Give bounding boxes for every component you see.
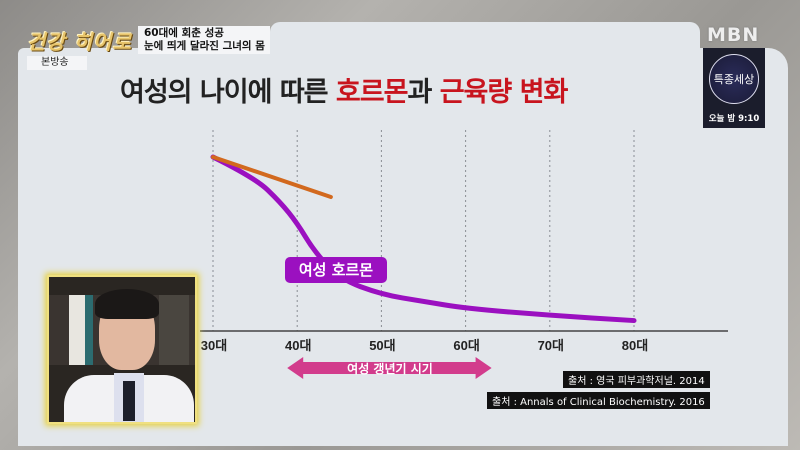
- headline-caption: 60대에 회춘 성공 눈에 띄게 달라진 그녀의 몸: [138, 26, 270, 54]
- headline-line2: 눈에 띄게 달라진 그녀의 몸: [144, 40, 265, 52]
- channel-logo: MBN: [707, 24, 760, 46]
- x-tick-label: 50대: [369, 338, 395, 353]
- book: [85, 295, 93, 365]
- promo-box: 특종세상 오늘 밤 9:10: [703, 48, 765, 128]
- replay-badge: 본방송: [27, 56, 87, 70]
- show-logo: 건강 히어로: [27, 30, 132, 54]
- x-tick-label: 30대: [201, 338, 227, 353]
- book: [69, 295, 85, 365]
- headline-line1: 60대에 회춘 성공: [144, 27, 224, 39]
- guest-video-inset: [47, 275, 197, 424]
- promo-title: 특종세상: [713, 73, 755, 86]
- book: [159, 295, 189, 365]
- title-part-2: 호르몬: [335, 77, 409, 108]
- promo-circle: 특종세상: [709, 54, 759, 104]
- series-line-muscle: [211, 155, 333, 200]
- title-part-1: 여성의 나이에 따른: [120, 77, 336, 108]
- series-line-hormone: [210, 154, 637, 324]
- promo-time: 오늘 밤 9:10: [708, 114, 760, 124]
- guest-hair: [95, 289, 159, 319]
- chart-title: 여성의 나이에 따른 호르몬과 근육량 변화: [120, 70, 569, 109]
- x-tick-label: 60대: [453, 338, 479, 353]
- series-label-hormone: 여성 호르몬: [285, 257, 387, 283]
- source-1: 출처 : 영국 피부과학저널. 2014: [563, 371, 710, 388]
- menopause-range-arrow: [287, 357, 492, 379]
- title-part-3: 과: [407, 77, 440, 108]
- source-2: 출처 : Annals of Clinical Biochemistry. 20…: [487, 392, 710, 409]
- menopause-range-label: 여성 갱년기 시기: [347, 362, 433, 376]
- x-tick-label: 70대: [538, 338, 564, 353]
- x-tick-label: 80대: [622, 338, 648, 353]
- x-tick-label: 40대: [285, 338, 311, 353]
- chart-board-top: [270, 22, 700, 62]
- title-part-4: 근육량 변화: [439, 77, 569, 108]
- guest-tie: [123, 381, 135, 421]
